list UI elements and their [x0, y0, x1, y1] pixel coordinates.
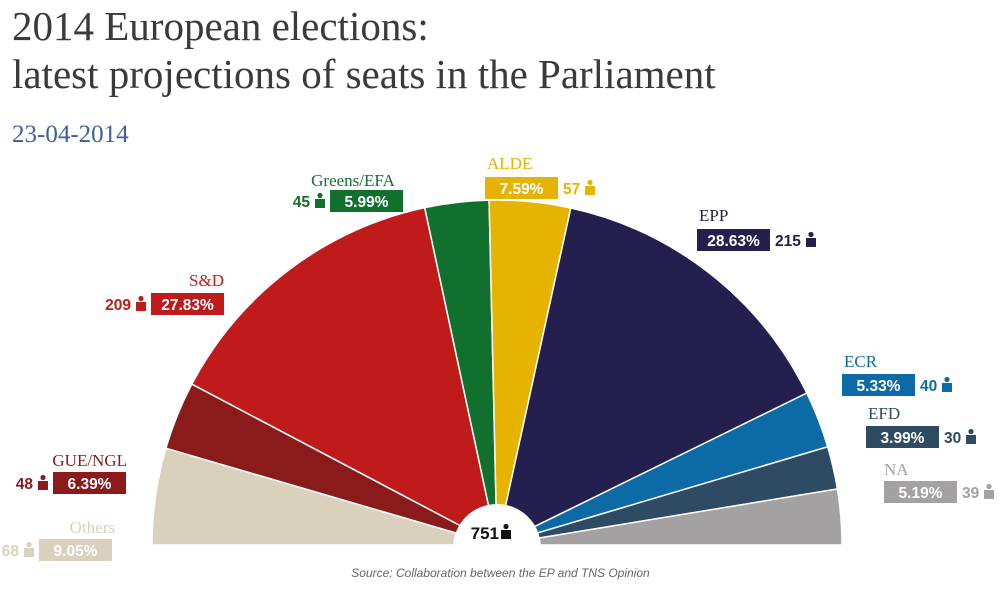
- label-s-d: S&D 27.83% 209: [105, 271, 224, 315]
- pct-label-epp: 28.63%: [707, 233, 760, 250]
- person-icon-alde: [585, 179, 595, 195]
- source-note: Source: Collaboration between the EP and…: [351, 566, 650, 580]
- date-label: 23-04-2014: [12, 121, 129, 148]
- segments-group: [151, 199, 843, 547]
- party-name-s-d: S&D: [189, 271, 224, 290]
- party-name-efd: EFD: [868, 404, 900, 423]
- party-name-others: Others: [70, 518, 115, 537]
- party-name-na: NA: [884, 460, 909, 479]
- center-disc: [453, 504, 541, 592]
- label-efd: EFD 3.99% 30: [866, 404, 976, 448]
- title-line-1: 2014 European elections:: [12, 3, 429, 49]
- pct-box-s-d: [151, 293, 224, 315]
- pct-label-s-d: 27.83%: [161, 297, 214, 314]
- pct-box-ecr: [842, 374, 915, 396]
- party-name-alde: ALDE: [487, 154, 532, 173]
- pct-label-na: 5.19%: [899, 485, 943, 502]
- pct-box-greens-efa: [330, 190, 403, 212]
- segment-s-d: [190, 206, 499, 547]
- segment-epp: [495, 207, 808, 547]
- label-alde: ALDE 7.59% 57: [485, 154, 595, 199]
- seats-label-greens-efa: 45: [293, 194, 311, 211]
- person-icon-epp: [806, 231, 816, 247]
- title-line-2: latest projections of seats in the Parli…: [12, 51, 716, 97]
- pct-label-alde: 7.59%: [500, 181, 544, 198]
- page-title: 2014 European elections: latest projecti…: [12, 2, 716, 98]
- pct-box-na: [884, 481, 957, 503]
- pct-box-gue-ngl: [53, 472, 126, 494]
- seats-label-gue-ngl: 48: [16, 476, 34, 493]
- person-icon-efd: [966, 428, 976, 444]
- seats-label-epp: 215: [775, 233, 801, 250]
- seats-label-others: 68: [2, 543, 20, 560]
- pct-box-epp: [697, 229, 770, 251]
- seats-label-alde: 57: [563, 181, 580, 198]
- total-person-icon: [501, 523, 511, 539]
- person-icon-s-d: [136, 295, 146, 311]
- person-icon-ecr: [942, 376, 952, 392]
- pct-box-alde: [485, 177, 558, 199]
- seats-label-ecr: 40: [920, 378, 937, 395]
- pct-label-greens-efa: 5.99%: [345, 194, 389, 211]
- pct-label-gue-ngl: 6.39%: [68, 476, 112, 493]
- pct-label-others: 9.05%: [54, 543, 98, 560]
- pct-label-efd: 3.99%: [881, 430, 925, 447]
- labels-group: Others 9.05% 68 GUE/NGL 6.39% 48 S&D 27.83% 209 G…: [2, 154, 994, 561]
- party-name-gue-ngl: GUE/NGL: [52, 451, 127, 470]
- center-group: 751: [453, 504, 541, 592]
- total-seats-label: 751: [471, 524, 499, 543]
- label-gue-ngl: GUE/NGL 6.39% 48: [16, 451, 127, 494]
- label-ecr: ECR 5.33% 40: [842, 352, 952, 396]
- pct-label-ecr: 5.33%: [857, 378, 901, 395]
- seats-label-na: 39: [962, 485, 980, 502]
- segment-na: [496, 488, 843, 546]
- party-name-greens-efa: Greens/EFA: [311, 171, 395, 190]
- person-icon-gue-ngl: [38, 474, 48, 490]
- pct-box-others: [39, 539, 112, 561]
- party-name-ecr: ECR: [844, 352, 878, 371]
- person-icon-greens-efa: [315, 192, 325, 208]
- label-greens-efa: Greens/EFA 5.99% 45: [293, 171, 403, 212]
- party-name-epp: EPP: [699, 206, 728, 225]
- label-epp: EPP 28.63% 215: [697, 206, 816, 251]
- label-others: Others 9.05% 68: [2, 518, 115, 561]
- seats-label-efd: 30: [944, 430, 961, 447]
- pct-box-efd: [866, 426, 939, 448]
- seats-label-s-d: 209: [105, 297, 131, 314]
- label-na: NA 5.19% 39: [884, 460, 994, 503]
- person-icon-na: [984, 483, 994, 499]
- person-icon-others: [24, 541, 34, 557]
